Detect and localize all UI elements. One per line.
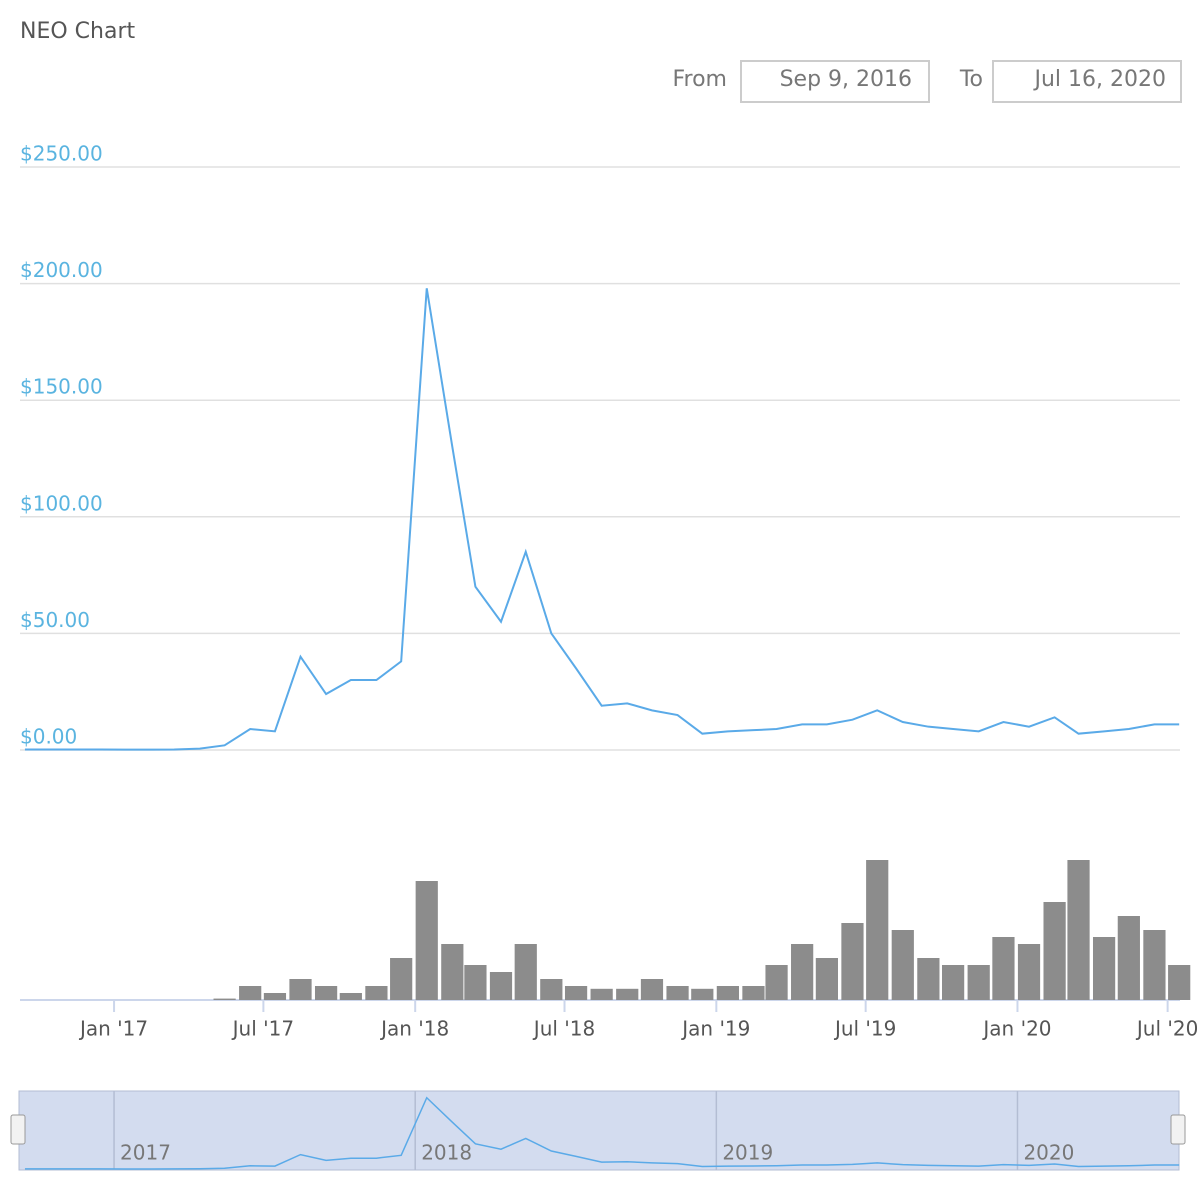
volume-bar [917, 958, 940, 1000]
to-date: Jul 16, 2020 [1032, 67, 1166, 92]
volume-bar [213, 998, 236, 1000]
volume-bar [263, 993, 287, 1000]
to-label: To [959, 67, 983, 92]
volume-bar [942, 965, 965, 1000]
navigator-label: 2020 [1023, 1141, 1074, 1165]
volume-bar [441, 944, 464, 1000]
y-tick-label: $250.00 [20, 142, 103, 166]
volume-bar [540, 979, 563, 1000]
chart-title: NEO Chart [20, 19, 135, 44]
navigator-label: 2018 [421, 1141, 472, 1165]
volume-bar [967, 965, 990, 1000]
x-tick-label: Jan '18 [379, 1017, 449, 1041]
volume-bar [314, 986, 338, 1000]
volume-bar [640, 979, 664, 1000]
x-tick-label: Jan '20 [981, 1017, 1051, 1041]
volume-bar [891, 930, 914, 1000]
to-input[interactable] [992, 60, 1182, 103]
navigator-label: 2017 [120, 1141, 171, 1165]
volume-bar [841, 923, 864, 1000]
navigator-handle[interactable] [1170, 1114, 1186, 1145]
navigator-line [24, 1096, 1180, 1170]
volume-bar [1043, 902, 1066, 1000]
volume-bar [1017, 944, 1041, 1000]
volume-bar [691, 988, 714, 1000]
volume-bar [239, 986, 262, 1000]
volume-bar [489, 972, 513, 1000]
volume-bar [1092, 937, 1116, 1000]
volume-bar [815, 958, 838, 1000]
y-tick-label: $200.00 [20, 258, 103, 282]
volume-bar [1117, 916, 1140, 1000]
volume-bar [1143, 930, 1166, 1000]
x-tick-label: Jul '19 [833, 1017, 896, 1041]
from-label: From [672, 67, 727, 92]
y-tick-label: $150.00 [20, 375, 103, 399]
volume-bar [590, 988, 613, 1000]
volume-bar [514, 944, 537, 1000]
volume-bar [866, 860, 889, 1000]
volume-bar [415, 881, 438, 1000]
y-tick-label: $50.00 [20, 608, 90, 632]
y-tick-label: $100.00 [20, 491, 103, 515]
volume-bar [339, 993, 362, 1000]
volume-bar [765, 965, 788, 1000]
x-tick-label: Jan '17 [78, 1017, 148, 1041]
x-tick-label: Jul '17 [231, 1017, 294, 1041]
volume-bar [289, 979, 312, 1000]
volume-bar [666, 986, 689, 1000]
navigator-handle[interactable] [10, 1114, 26, 1145]
y-tick-label: $0.00 [20, 725, 77, 749]
price-line [24, 288, 1180, 751]
volume-bar [716, 986, 739, 1000]
x-tick-label: Jul '18 [532, 1017, 595, 1041]
volume-bar [390, 958, 413, 1000]
volume-bar [464, 965, 487, 1000]
volume-bar [616, 988, 639, 1000]
volume-bar [1067, 860, 1090, 1000]
volume-bar [564, 986, 588, 1000]
navigator-window[interactable] [18, 1090, 1180, 1171]
navigator-label: 2019 [722, 1141, 773, 1165]
volume-bar [365, 986, 388, 1000]
volume-bar [791, 944, 814, 1000]
volume-bar [992, 937, 1015, 1000]
x-tick-label: Jan '19 [680, 1017, 750, 1041]
volume-bar [1168, 965, 1191, 1000]
from-date: Sep 9, 2016 [780, 67, 912, 92]
volume-bar [742, 986, 765, 1000]
from-input[interactable] [740, 60, 930, 103]
x-tick-label: Jul '20 [1135, 1017, 1198, 1041]
